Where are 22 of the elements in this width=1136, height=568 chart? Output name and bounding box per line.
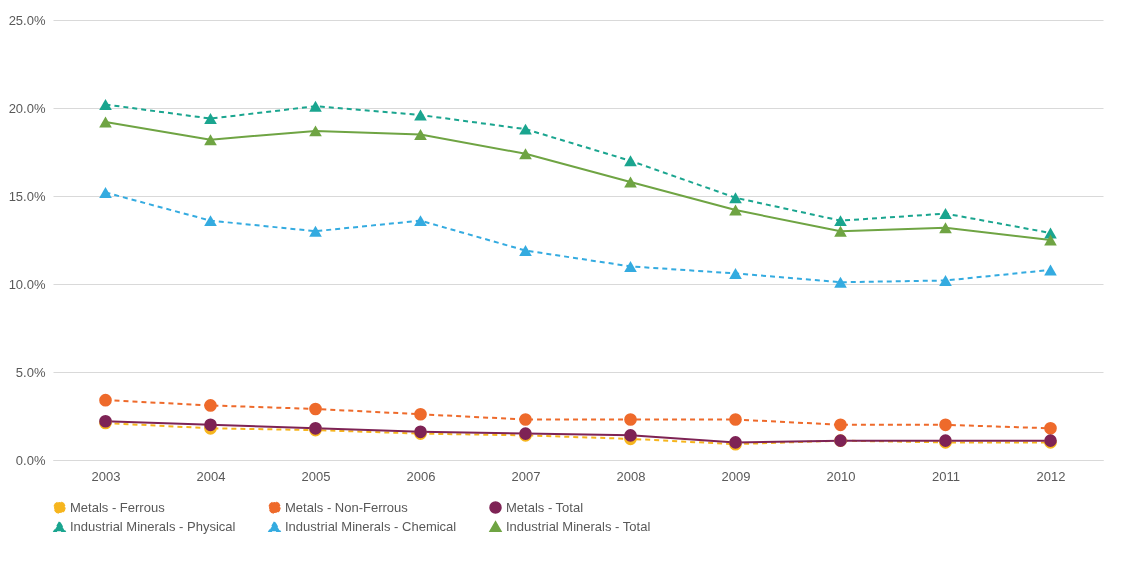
x-tick-label: 2005 [301,468,331,484]
legend-label: Metals - Non-Ferrous [285,499,409,515]
y-tick-label: 15.0% [8,188,46,204]
legend-label: Industrial Minerals - Total [506,518,651,534]
y-tick-label: 20.0% [8,100,46,116]
x-tick-label: 2008 [616,468,646,484]
x-tick-label: 2009 [721,468,751,484]
legend-label: Metals - Ferrous [70,499,166,515]
y-tick-label: 0.0% [15,452,46,468]
legend-label: Metals - Total [506,499,584,515]
x-tick-label: 2010 [826,468,856,484]
x-tick-label: 2012 [1036,468,1066,484]
legend-label: Industrial Minerals - Physical [70,518,236,534]
x-tick-label: 2006 [406,468,436,484]
x-tick-label: 2011 [932,468,960,484]
x-tick-label: 2007 [511,468,541,484]
y-tick-label: 25.0% [8,12,46,28]
legend-label: Industrial Minerals - Chemical [285,518,457,534]
x-tick-label: 2003 [91,468,121,484]
y-tick-label: 10.0% [8,276,46,292]
y-tick-label: 5.0% [15,364,46,380]
x-tick-label: 2004 [196,468,226,484]
